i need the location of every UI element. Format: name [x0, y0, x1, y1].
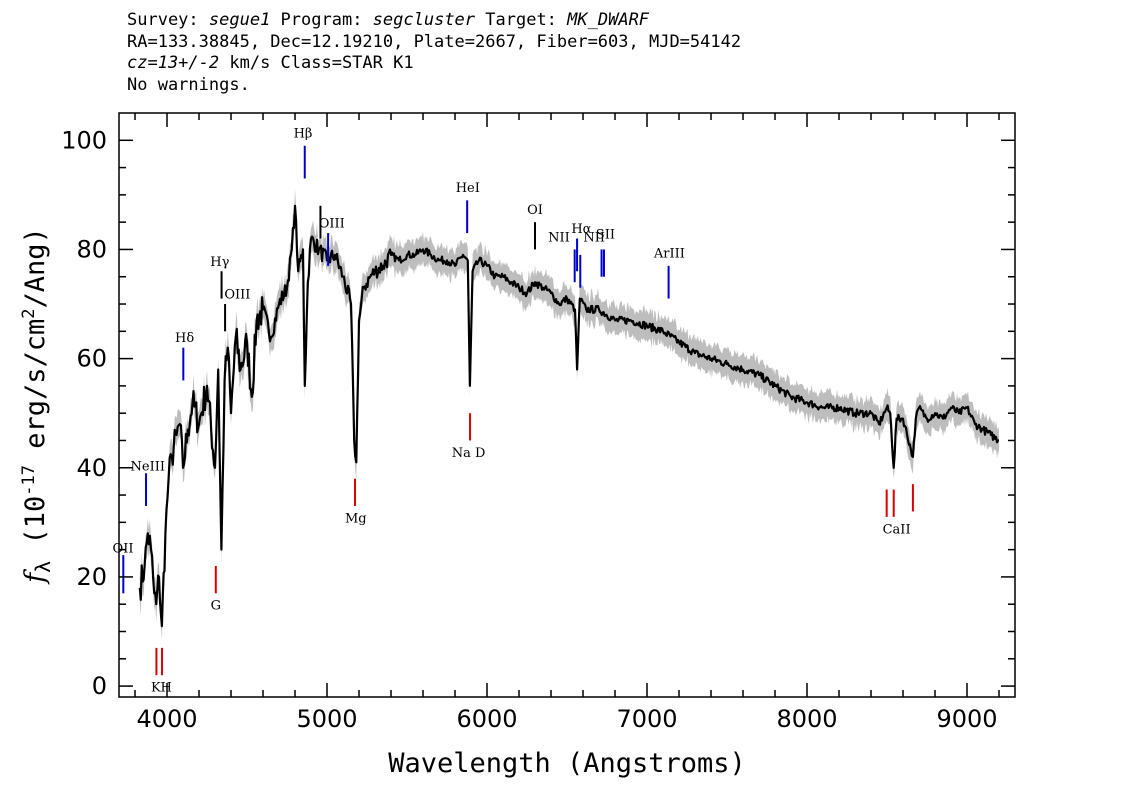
line-label-14: K [151, 681, 161, 696]
error-band [139, 189, 1000, 640]
coordinates-line: RA=133.38845, Dec=12.19210, Plate=2667, … [127, 31, 742, 52]
plot-frame [118, 112, 1016, 698]
line-label-17: Mg [345, 511, 367, 526]
line-label-11: NII [583, 230, 605, 245]
survey-value: segue1 [208, 10, 271, 30]
line-label-18: Na D [452, 446, 486, 461]
line-label-15: H [161, 681, 172, 696]
program-label: Program: [270, 10, 373, 30]
x-tick-label-3: 7000 [616, 705, 677, 733]
warnings-line: No warnings. [127, 74, 250, 95]
redshift-value: cz=13+/-2 [127, 53, 220, 73]
line-label-4: OIII [224, 288, 250, 303]
y-tick-label-4: 80 [76, 235, 107, 263]
line-label-19: CaII [883, 522, 911, 537]
line-label-8: OI [527, 203, 543, 218]
y-tick-label-2: 40 [76, 454, 107, 482]
survey-label: Survey: [127, 10, 209, 30]
line-label-16: G [211, 599, 221, 614]
line-label-1: NeIII [131, 459, 165, 474]
y-tick-label-0: 0 [92, 672, 107, 700]
line-label-2: Hδ [175, 331, 194, 346]
y-axis-title: fλ (10-17 erg/s/cm2/Ang) [19, 227, 55, 585]
y-tick-label-3: 60 [76, 345, 107, 373]
x-axis-title: Wavelength (Angstroms) [388, 748, 746, 779]
program-value: segcluster [372, 10, 476, 30]
line-label-3: Hγ [210, 255, 229, 270]
spectrum-line [138, 204, 1000, 628]
line-label-10: Hα [571, 222, 591, 237]
line-label-13: ArIII [653, 247, 685, 262]
line-label-6: OIII [319, 217, 345, 232]
line-label-12: SII [596, 228, 615, 243]
x-tick-label-1: 5000 [296, 705, 357, 733]
x-tick-label-2: 6000 [456, 705, 517, 733]
y-tick-label-5: 100 [61, 126, 107, 154]
class-line: km/s Class=STAR K1 [219, 53, 414, 73]
target-value: MK_DWARF [567, 10, 650, 30]
x-tick-label-4: 8000 [776, 705, 837, 733]
x-tick-label-0: 4000 [136, 705, 197, 733]
y-tick-label-1: 20 [76, 563, 107, 591]
target-label: Target: [475, 10, 568, 30]
x-tick-label-5: 9000 [936, 705, 997, 733]
line-label-7: HeI [456, 181, 480, 196]
line-label-9: NII [548, 230, 570, 245]
spectrum-header: Survey: segue1 Program: segcluster Targe… [127, 10, 741, 96]
line-label-0: OII [113, 541, 134, 556]
line-label-5: Hβ [294, 127, 313, 142]
